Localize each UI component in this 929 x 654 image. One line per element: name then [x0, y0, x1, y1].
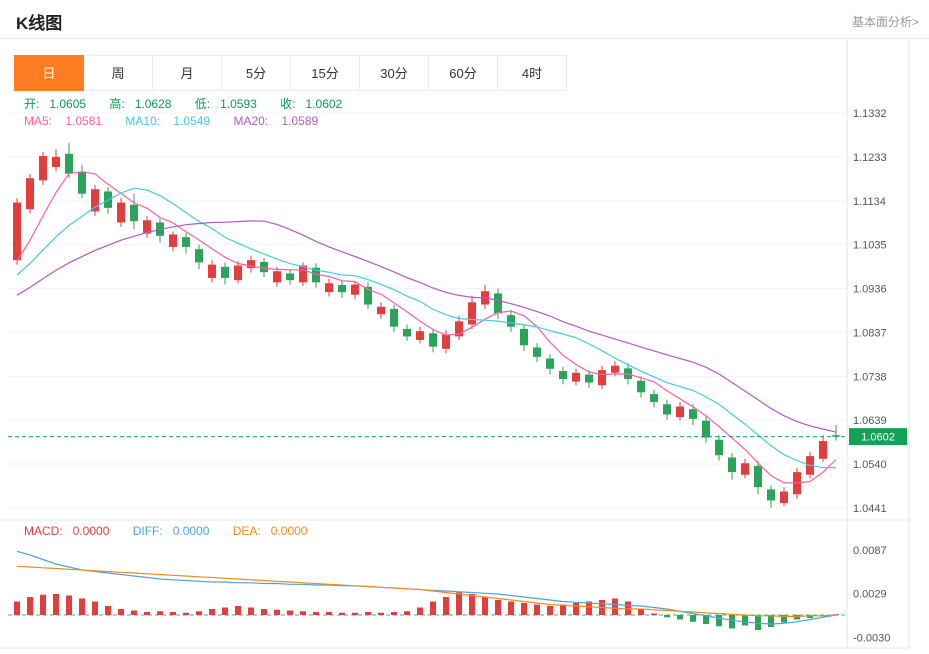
svg-text:1.0602: 1.0602 [861, 432, 895, 444]
header: K线图 基本面分析> [0, 0, 929, 39]
svg-text:1.0639: 1.0639 [853, 415, 887, 427]
svg-text:1.0837: 1.0837 [853, 327, 887, 339]
svg-text:0.0087: 0.0087 [853, 545, 887, 557]
fundamental-analysis-link[interactable]: 基本面分析> [851, 15, 919, 29]
svg-text:1.1134: 1.1134 [853, 196, 886, 208]
price-gridlines [8, 112, 847, 509]
timeframe-tab-4时[interactable]: 4时 [497, 55, 567, 91]
svg-text:1.1233: 1.1233 [853, 152, 887, 164]
svg-text:1.0936: 1.0936 [853, 284, 887, 296]
svg-text:1.1035: 1.1035 [853, 240, 887, 252]
timeframe-tabs: 日周月 5分 15分 30分 60分 4时 [14, 55, 567, 91]
timeframe-tab-15分[interactable]: 15分 [290, 55, 360, 91]
dea-line [16, 565, 837, 618]
macd-axis-labels: 0.0087 0.0029 -0.0030 [853, 545, 890, 645]
svg-text:-0.0030: -0.0030 [853, 633, 890, 645]
svg-text:1.0738: 1.0738 [853, 371, 887, 383]
timeframe-tab-日[interactable]: 日 [14, 55, 84, 91]
candles-layer [13, 143, 840, 508]
timeframe-tab-周[interactable]: 周 [83, 55, 153, 91]
ma-lines [16, 171, 837, 484]
svg-text:1.0441: 1.0441 [853, 503, 887, 515]
timeframe-tab-月[interactable]: 月 [152, 55, 222, 91]
timeframe-tab-60分[interactable]: 60分 [428, 55, 498, 91]
timeframe-tab-30分[interactable]: 30分 [359, 55, 429, 91]
price-axis-labels: 1.1332 1.1233 1.1134 1.1035 1.0936 1.0837 1.07… [853, 108, 887, 515]
last-price-tag: 1.0602 [849, 428, 907, 446]
svg-text:1.0540: 1.0540 [853, 459, 887, 471]
page-title: K线图 [16, 14, 63, 33]
panel-borders [0, 40, 910, 649]
macd-lines [16, 550, 837, 625]
svg-text:1.1332: 1.1332 [853, 108, 887, 120]
svg-text:0.0029: 0.0029 [853, 588, 887, 600]
timeframe-tab-5分[interactable]: 5分 [221, 55, 291, 91]
macd-histogram [14, 592, 839, 630]
